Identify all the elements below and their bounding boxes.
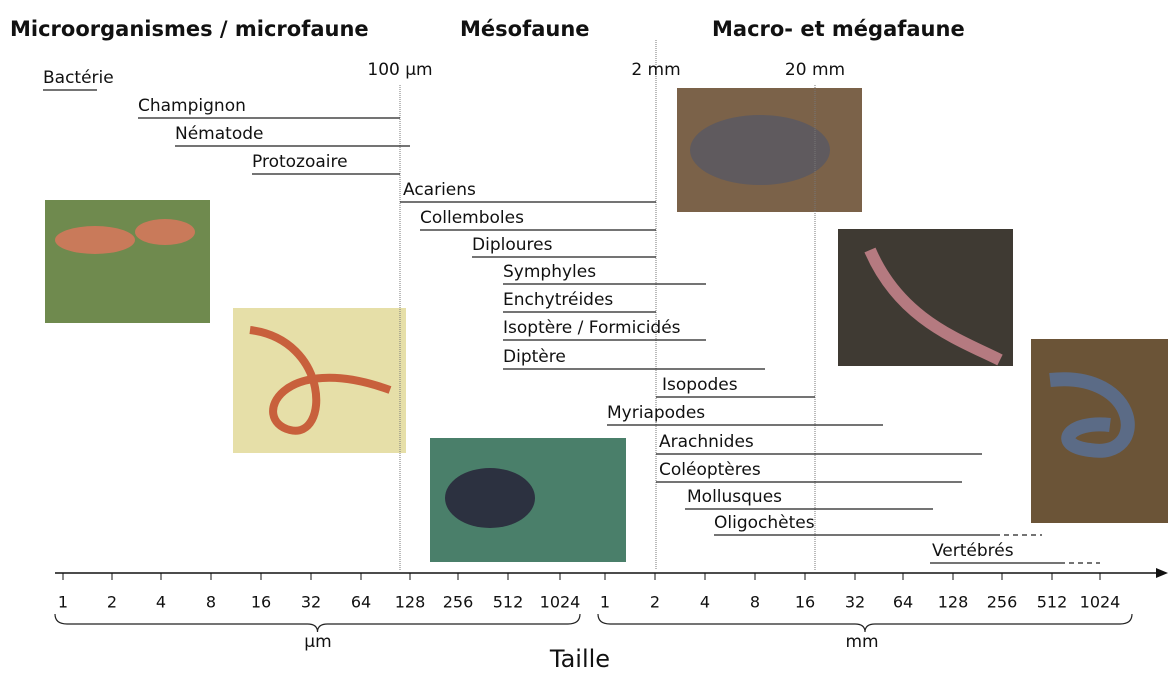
reference-label: 2 mm [631, 60, 680, 80]
unit-label: µm [304, 632, 331, 652]
axis-arrow [1156, 568, 1168, 578]
taxon-label: Oligochètes [714, 513, 815, 533]
taxon-label: Champignon [138, 96, 246, 116]
tick-label: 16 [251, 593, 271, 612]
photo-detail [690, 115, 830, 185]
taxon-label: Vertébrés [932, 541, 1014, 561]
taxon-label: Isoptère / Formicidés [503, 318, 681, 338]
tick-label: 64 [893, 593, 913, 612]
group-heading: Macro- et mégafaune [712, 17, 965, 41]
photo-detail [445, 468, 535, 528]
photo-mushroom [45, 200, 210, 323]
tick-label: 2 [650, 593, 660, 612]
taxon-label: Nématode [175, 124, 263, 144]
tick-label: 256 [987, 593, 1018, 612]
tick-label: 256 [443, 593, 474, 612]
taxon-label: Symphyles [503, 262, 596, 282]
taxon-label: Arachnides [659, 432, 754, 452]
tick-label: 1 [600, 593, 610, 612]
reference-label: 100 µm [367, 60, 432, 80]
taxon-label: Coléoptères [659, 460, 761, 480]
tick-label: 512 [493, 593, 524, 612]
tick-label: 1024 [540, 593, 581, 612]
tick-label: 8 [206, 593, 216, 612]
photo-earthworm [838, 229, 1013, 366]
tick-label: 128 [395, 593, 426, 612]
brace [598, 614, 1132, 632]
diagram: Microorganismes / microfaune Mésofaune Mac… [0, 0, 1168, 675]
tick-label: 32 [301, 593, 321, 612]
taxon-label: Isopodes [662, 375, 738, 395]
taxon-label: Protozoaire [252, 152, 348, 172]
taxon-label: Diploures [472, 235, 553, 255]
tick-label: 64 [351, 593, 371, 612]
group-heading: Mésofaune [460, 17, 590, 41]
group-heading: Microorganismes / microfaune [10, 17, 369, 41]
taxon-label: Mollusques [687, 487, 782, 507]
tick-label: 512 [1037, 593, 1068, 612]
tick-label: 32 [845, 593, 865, 612]
axis-title: Taille [549, 645, 610, 673]
tick-label: 4 [700, 593, 710, 612]
unit-label: mm [845, 632, 878, 652]
tick-label: 2 [107, 593, 117, 612]
tick-label: 4 [156, 593, 166, 612]
tick-label: 1024 [1080, 593, 1121, 612]
tick-label: 16 [795, 593, 815, 612]
reference-label: 20 mm [785, 60, 845, 80]
tick-label: 1 [58, 593, 68, 612]
taxon-label: Enchytréides [503, 290, 613, 310]
tick-label: 8 [750, 593, 760, 612]
photo-detail [55, 226, 135, 254]
taxon-label: Acariens [403, 180, 476, 200]
tick-label: 128 [938, 593, 969, 612]
taxon-label: Collemboles [420, 208, 524, 228]
taxon-label: Diptère [503, 347, 566, 367]
brace [55, 614, 580, 632]
taxon-label: Myriapodes [607, 403, 705, 423]
photo-detail [135, 219, 195, 245]
taxon-label: Bactérie [43, 68, 114, 88]
